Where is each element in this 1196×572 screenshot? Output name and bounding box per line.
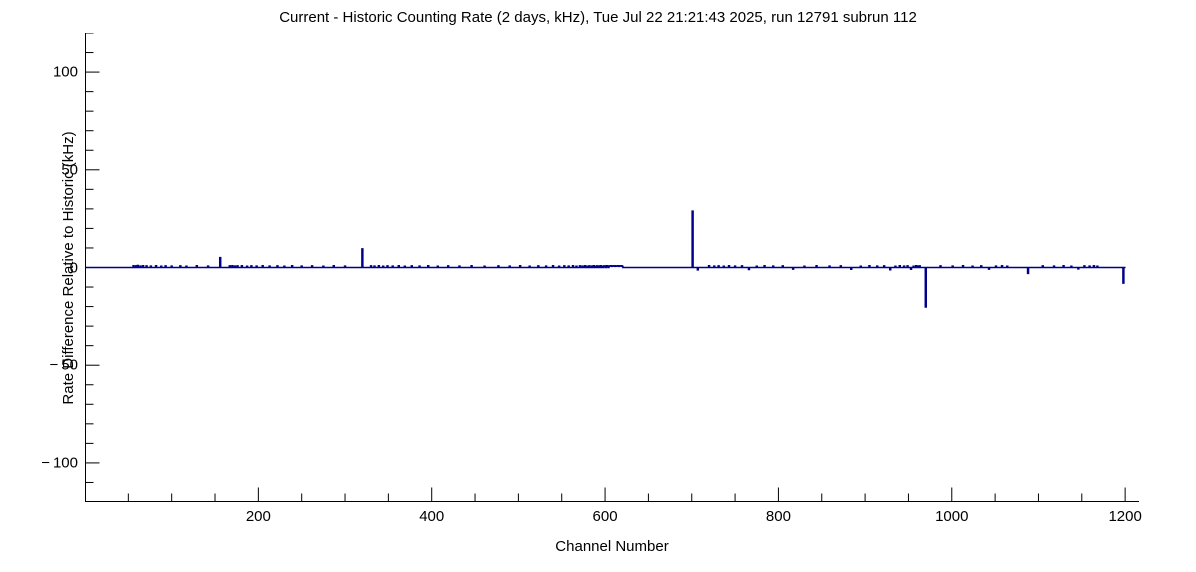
plot-area — [85, 33, 1139, 502]
histogram-plot — [85, 33, 1126, 502]
y-tick-label: 50 — [61, 161, 78, 179]
x-tick-label: 400 — [419, 508, 445, 525]
x-tick-label: 800 — [765, 508, 791, 525]
rate-difference-series — [85, 210, 1126, 308]
x-tick-label: 1200 — [1108, 508, 1142, 525]
y-axis-tick-labels: 100 50 0 − 50 − 100 — [0, 33, 78, 502]
x-axis-label: Channel Number — [555, 538, 669, 555]
y-tick-label: 100 — [52, 63, 78, 81]
y-tick-label: − 100 — [41, 454, 78, 472]
y-tick-label: 0 — [69, 259, 78, 276]
chart-title: Current - Historic Counting Rate (2 days… — [279, 9, 917, 26]
y-tick-label: − 50 — [49, 356, 78, 374]
x-axis-major-ticks — [257, 487, 1126, 502]
x-tick-label: 1000 — [935, 508, 969, 525]
x-axis-tick-labels: 200 400 600 800 1000 1200 — [85, 508, 1142, 530]
x-axis-minor-ticks — [85, 493, 1083, 502]
x-tick-label: 200 — [245, 508, 271, 525]
x-tick-label: 600 — [592, 508, 618, 525]
y-axis-minor-ticks — [85, 33, 94, 502]
